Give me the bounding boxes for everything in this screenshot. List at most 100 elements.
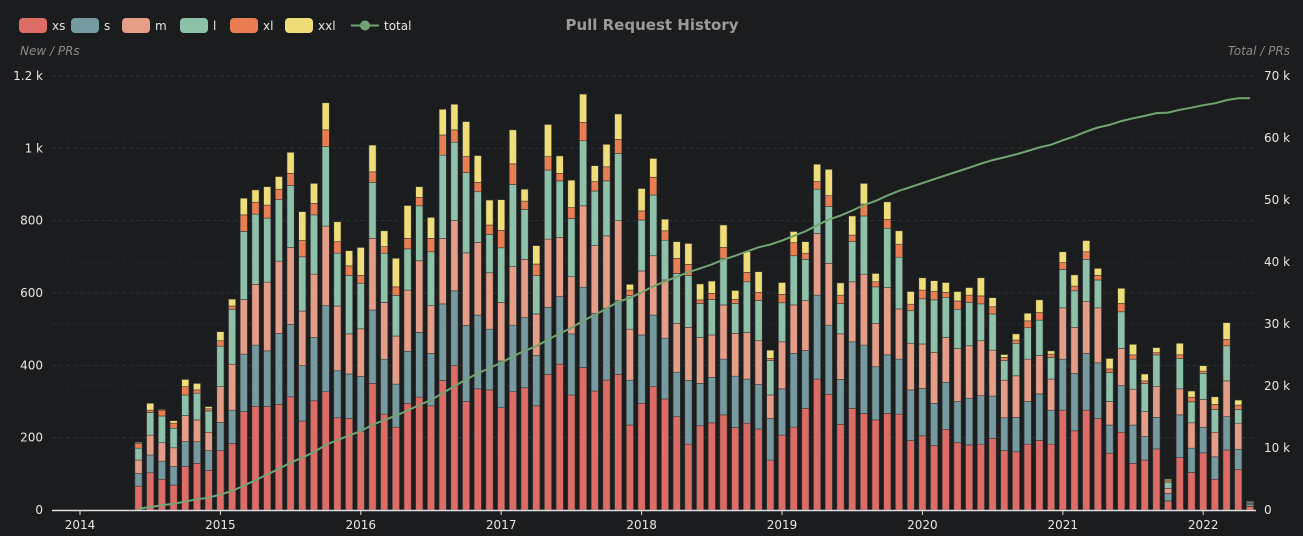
bar-segment-m [1058,307,1067,360]
bar-segment-l [1234,409,1243,424]
legend-item-xxl[interactable]: xxl [285,18,336,33]
bar-segment-xl [216,340,225,347]
bar-segment-s [1175,414,1184,458]
bar-segment-xs [1246,506,1254,511]
y-tick-label: 200 [20,431,43,445]
bar-segment-xxl [754,271,763,293]
bar-segment-xl [906,303,915,312]
bar-segment-xxl [251,189,260,203]
bar-segment-m [965,345,974,399]
bar-segment-xxl [298,211,307,241]
bar-segment-s [1000,417,1009,451]
bar-stack [333,221,342,511]
bar-segment-xs [403,403,412,511]
bar-segment-xs [391,426,400,511]
bar-segment-l [1175,358,1184,390]
bar-segment-m [579,205,587,288]
legend-item-xl[interactable]: xl [230,18,273,33]
bar-stack [906,291,915,511]
bar-segment-xxl [778,282,786,295]
bar-segment-l [895,256,903,310]
bar-segment-l [532,275,541,315]
bar-segment-xl [672,257,681,274]
x-tick-label: 2017 [486,518,517,532]
bar-segment-xl [228,305,236,310]
bar-segment-xxl [1000,354,1009,358]
bar-segment-s [684,380,693,445]
bar-segment-xl [836,294,845,304]
bar-segment-xs [193,463,201,511]
bar-segment-l [520,209,529,260]
bar-segment-xs [625,424,634,511]
bar-segment-l [579,140,587,207]
bar-segment-xs [731,427,740,511]
bar-segment-xs [649,386,658,511]
bar-stack [228,298,236,511]
bar-segment-m [684,327,693,381]
bar-segment-xl [310,203,318,216]
bar-segment-xxl [813,163,821,182]
bar-segment-xs [1164,500,1172,511]
legend-item-s[interactable]: s [71,18,110,33]
bar-segment-s [731,375,740,428]
bar-stack [403,205,412,511]
bar-segment-xs [263,406,272,511]
bar-segment-xl [263,204,272,219]
bar-segment-l [1129,358,1137,390]
bar-segment-xl [193,389,201,394]
bar-stack [356,247,365,511]
bar-segment-xl [988,306,997,315]
bar-stack [1000,354,1009,511]
bar-segment-xs [988,438,997,511]
bar-segment-xxl [637,188,646,212]
bar-stack [579,93,587,511]
bar-stack [789,231,798,511]
bar-segment-xxl [462,121,470,157]
bar-segment-s [403,350,412,404]
bar-segment-m [216,386,225,423]
bar-segment-xl [731,299,740,304]
bar-segment-xxl [836,282,845,296]
bar-segment-xl [1012,339,1020,344]
bar-segment-xxl [181,379,190,387]
bar-segment-m [1187,422,1196,449]
bar-segment-s [590,312,599,392]
bar-segment-l [1035,319,1044,356]
bar-segment-m [625,328,634,381]
legend-swatch-l [180,18,208,33]
bar-segment-l [766,360,775,396]
legend-item-total[interactable]: total [351,19,411,33]
bar-segment-l [193,392,201,421]
bar-segment-xl [274,188,283,200]
bar-segment-m [602,235,611,309]
y2-tick-label: 10 k [1264,441,1290,455]
bar-segment-m [918,343,927,389]
bar-segment-xs [941,429,950,511]
bar-stack [696,283,704,511]
bar-stack [1058,251,1067,511]
legend-item-m[interactable]: m [122,18,167,33]
bar-segment-xs [1094,418,1102,511]
bar-segment-xxl [239,197,248,216]
legend-item-l[interactable]: l [180,18,216,33]
bar-segment-s [883,354,892,414]
bar-segment-xs [918,435,927,511]
bar-segment-s [380,358,389,415]
bar-segment-s [333,370,342,419]
bar-segment-xxl [473,155,482,183]
bar-segment-s [1082,353,1091,411]
bar-stack [391,257,400,511]
bar-segment-m [1047,378,1055,411]
bar-segment-m [988,349,997,397]
legend-label: xxl [318,19,336,33]
y-tick-label: 1.2 k [13,69,43,83]
bar-segment-xxl [1094,268,1102,276]
bar-segment-xxl [742,251,751,273]
bar-stack [204,406,213,511]
bar-segment-xl [590,181,599,192]
bar-segment-xl [438,134,447,156]
bar-stack [532,245,541,511]
bar-segment-xxl [263,186,272,206]
legend-item-xs[interactable]: xs [19,18,65,33]
bar-segment-xs [801,408,810,511]
